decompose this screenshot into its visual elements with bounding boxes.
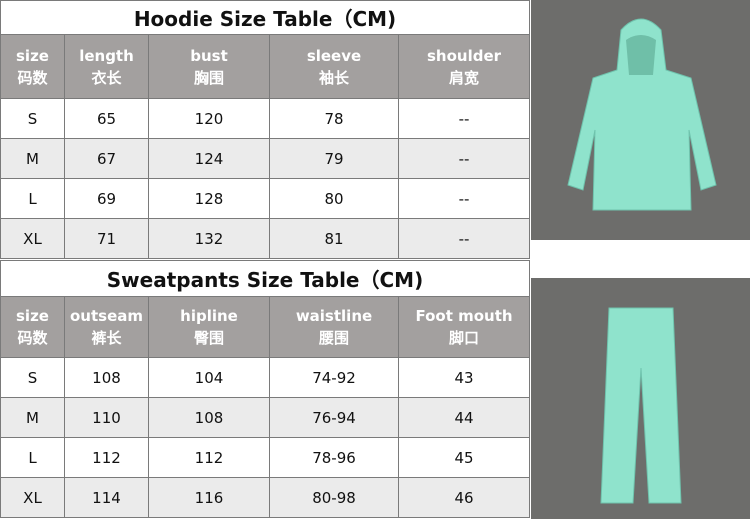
table-cell: 80 (269, 178, 399, 219)
table-row: S 65 120 78 -- (0, 98, 531, 139)
table-row: S 108 104 74-92 43 (0, 357, 531, 398)
hoodie-size-table: Hoodie Size Table（CM) size 码数 length 衣长 bust… (0, 0, 531, 259)
sweatpants-size-table: Sweatpants Size Table（CM) size 码数 outseam 裤… (0, 260, 531, 518)
table-row: M 67 124 79 -- (0, 138, 531, 179)
table-cell: 74-92 (269, 357, 399, 398)
table-cell: M (0, 397, 65, 438)
table-cell: XL (0, 477, 65, 518)
table-cell: 67 (64, 138, 149, 179)
header-zh: 腰围 (318, 329, 349, 347)
table-row: L 69 128 80 -- (0, 178, 531, 219)
table-cell: -- (397, 98, 531, 139)
table-cell: -- (397, 218, 531, 259)
header-zh: 袖长 (318, 68, 349, 87)
table-cell: 112 (148, 437, 270, 478)
column-header: length 衣长 (64, 34, 149, 99)
header-en: shoulder (426, 46, 502, 65)
table-cell: 114 (64, 477, 149, 518)
header-en: size (16, 307, 49, 325)
header-zh: 脚口 (449, 329, 480, 347)
column-header: waistline 腰围 (269, 296, 399, 358)
table-cell: 76-94 (269, 397, 399, 438)
table-cell: -- (397, 138, 531, 179)
table-row: M 110 108 76-94 44 (0, 397, 531, 438)
table-cell: L (0, 437, 65, 478)
table-cell: 108 (64, 357, 149, 398)
table-cell: 124 (148, 138, 270, 179)
table-cell: 128 (148, 178, 270, 219)
column-header: size 码数 (0, 34, 65, 99)
header-en: length (79, 46, 134, 65)
table-cell: 110 (64, 397, 149, 438)
header-en: sleeve (306, 46, 362, 65)
hoodie-image (567, 18, 717, 211)
table-cell: 108 (148, 397, 270, 438)
table-cell: 65 (64, 98, 149, 139)
header-en: size (16, 46, 49, 65)
table-row: XL 71 132 81 -- (0, 218, 531, 259)
table-cell: L (0, 178, 65, 219)
table-cell: 132 (148, 218, 270, 259)
table-cell: 112 (64, 437, 149, 478)
table-cell: 44 (397, 397, 531, 438)
hoodie-table-title: Hoodie Size Table（CM) (0, 0, 531, 35)
table-cell: 120 (148, 98, 270, 139)
table-row: L 112 112 78-96 45 (0, 437, 531, 478)
table-cell: 116 (148, 477, 270, 518)
table-cell: 80-98 (269, 477, 399, 518)
header-en: bust (190, 46, 228, 65)
header-en: hipline (180, 307, 238, 325)
table-cell: M (0, 138, 65, 179)
header-zh: 臀围 (193, 329, 224, 347)
sweatpants-image (600, 307, 682, 504)
table-cell: 43 (397, 357, 531, 398)
table-cell: 81 (269, 218, 399, 259)
table-cell: 69 (64, 178, 149, 219)
column-header: outseam 裤长 (64, 296, 149, 358)
table-cell: 71 (64, 218, 149, 259)
table-cell: 78 (269, 98, 399, 139)
hoodie-photo (531, 0, 750, 240)
table-cell: XL (0, 218, 65, 259)
table-cell: -- (397, 178, 531, 219)
table-cell: 104 (148, 357, 270, 398)
header-zh: 肩宽 (449, 68, 480, 87)
table-row: XL 114 116 80-98 46 (0, 477, 531, 518)
table-cell: S (0, 98, 65, 139)
column-header: size 码数 (0, 296, 65, 358)
table-cell: S (0, 357, 65, 398)
header-zh: 码数 (17, 329, 48, 347)
header-zh: 衣长 (91, 68, 122, 87)
sweatpants-photo (531, 278, 750, 519)
column-header: sleeve 袖长 (269, 34, 399, 99)
header-en: waistline (295, 307, 373, 325)
table-cell: 45 (397, 437, 531, 478)
header-zh: 胸围 (193, 68, 224, 87)
table-cell: 79 (269, 138, 399, 179)
column-header: Foot mouth 脚口 (397, 296, 531, 358)
table-cell: 78-96 (269, 437, 399, 478)
header-zh: 码数 (17, 68, 48, 87)
header-en: Foot mouth (415, 307, 513, 325)
table-cell: 46 (397, 477, 531, 518)
column-header: bust 胸围 (148, 34, 270, 99)
sweatpants-table-title: Sweatpants Size Table（CM) (0, 260, 531, 297)
column-header: hipline 臀围 (148, 296, 270, 358)
header-zh: 裤长 (91, 329, 122, 347)
column-header: shoulder 肩宽 (397, 34, 531, 99)
header-en: outseam (69, 307, 143, 325)
